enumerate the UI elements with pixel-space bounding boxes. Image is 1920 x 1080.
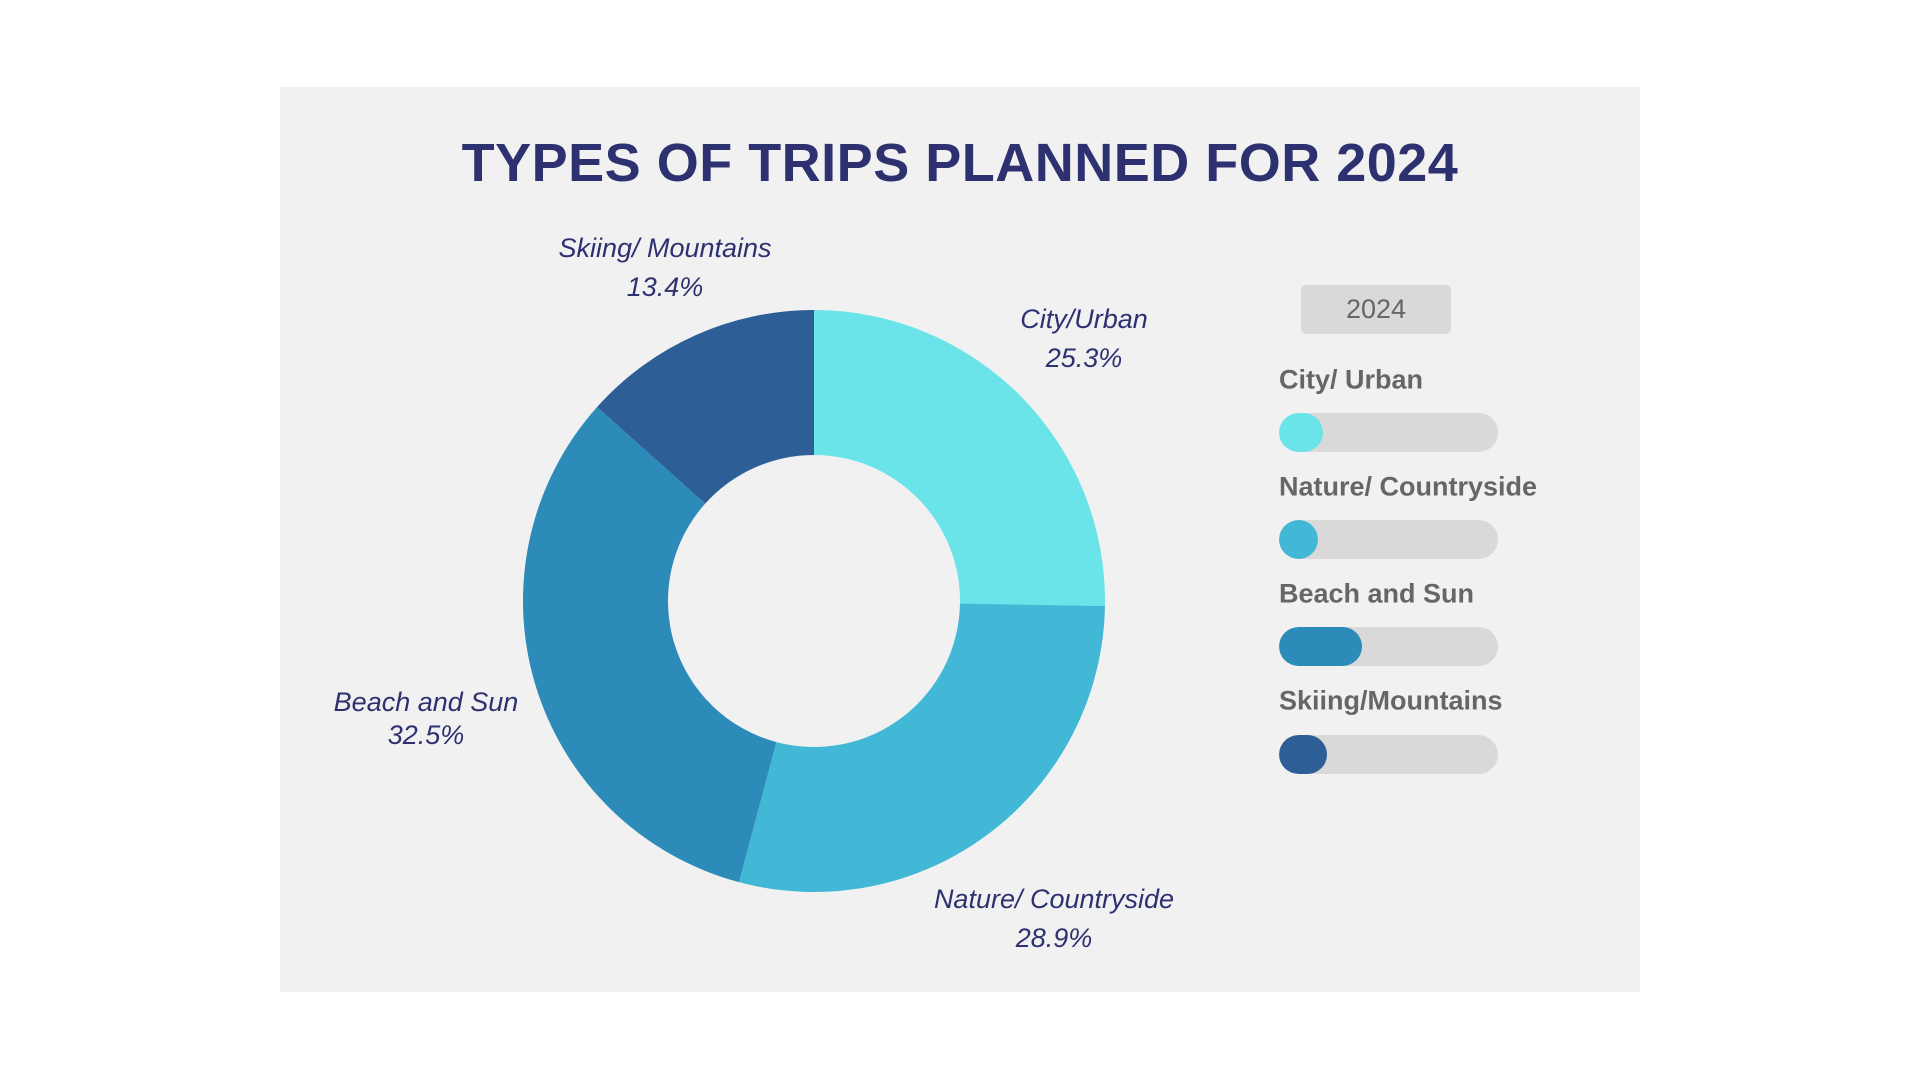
legend-bar-fill-beach xyxy=(1279,627,1363,666)
chart-title: TYPES OF TRIPS PLANNED FOR 2024 xyxy=(461,133,1459,193)
legend-label-nature: Nature/ Countryside xyxy=(1279,471,1538,502)
legend-bar-fill-skiing xyxy=(1279,735,1328,774)
legend-bar-city xyxy=(1279,413,1498,452)
slice-label-nature: Nature/ Countryside 28.9% xyxy=(933,884,1175,953)
legend-bar-fill-nature xyxy=(1279,520,1319,559)
legend-bar-nature xyxy=(1279,520,1498,559)
donut-slice-nature xyxy=(739,603,1105,893)
slice-label-city: City/Urban 25.3% xyxy=(1020,304,1148,373)
legend-bar-fill-city xyxy=(1279,413,1323,452)
donut-slice-beach xyxy=(522,407,777,883)
slice-label-skiing: Skiing/ Mountains 13.4% xyxy=(558,233,772,302)
legend-bar-skiing xyxy=(1279,735,1498,774)
donut-slice-skiing xyxy=(597,310,814,504)
legend-label-city: City/ Urban xyxy=(1279,364,1424,395)
legend-label-beach: Beach and Sun xyxy=(1279,578,1475,609)
year-badge: 2024 xyxy=(1301,285,1451,334)
slice-label-beach: Beach and Sun 32.5% xyxy=(333,687,519,750)
donut-slice-city xyxy=(814,310,1105,607)
legend-bar-beach xyxy=(1279,627,1498,666)
legend-label-skiing: Skiing/Mountains xyxy=(1279,685,1503,716)
